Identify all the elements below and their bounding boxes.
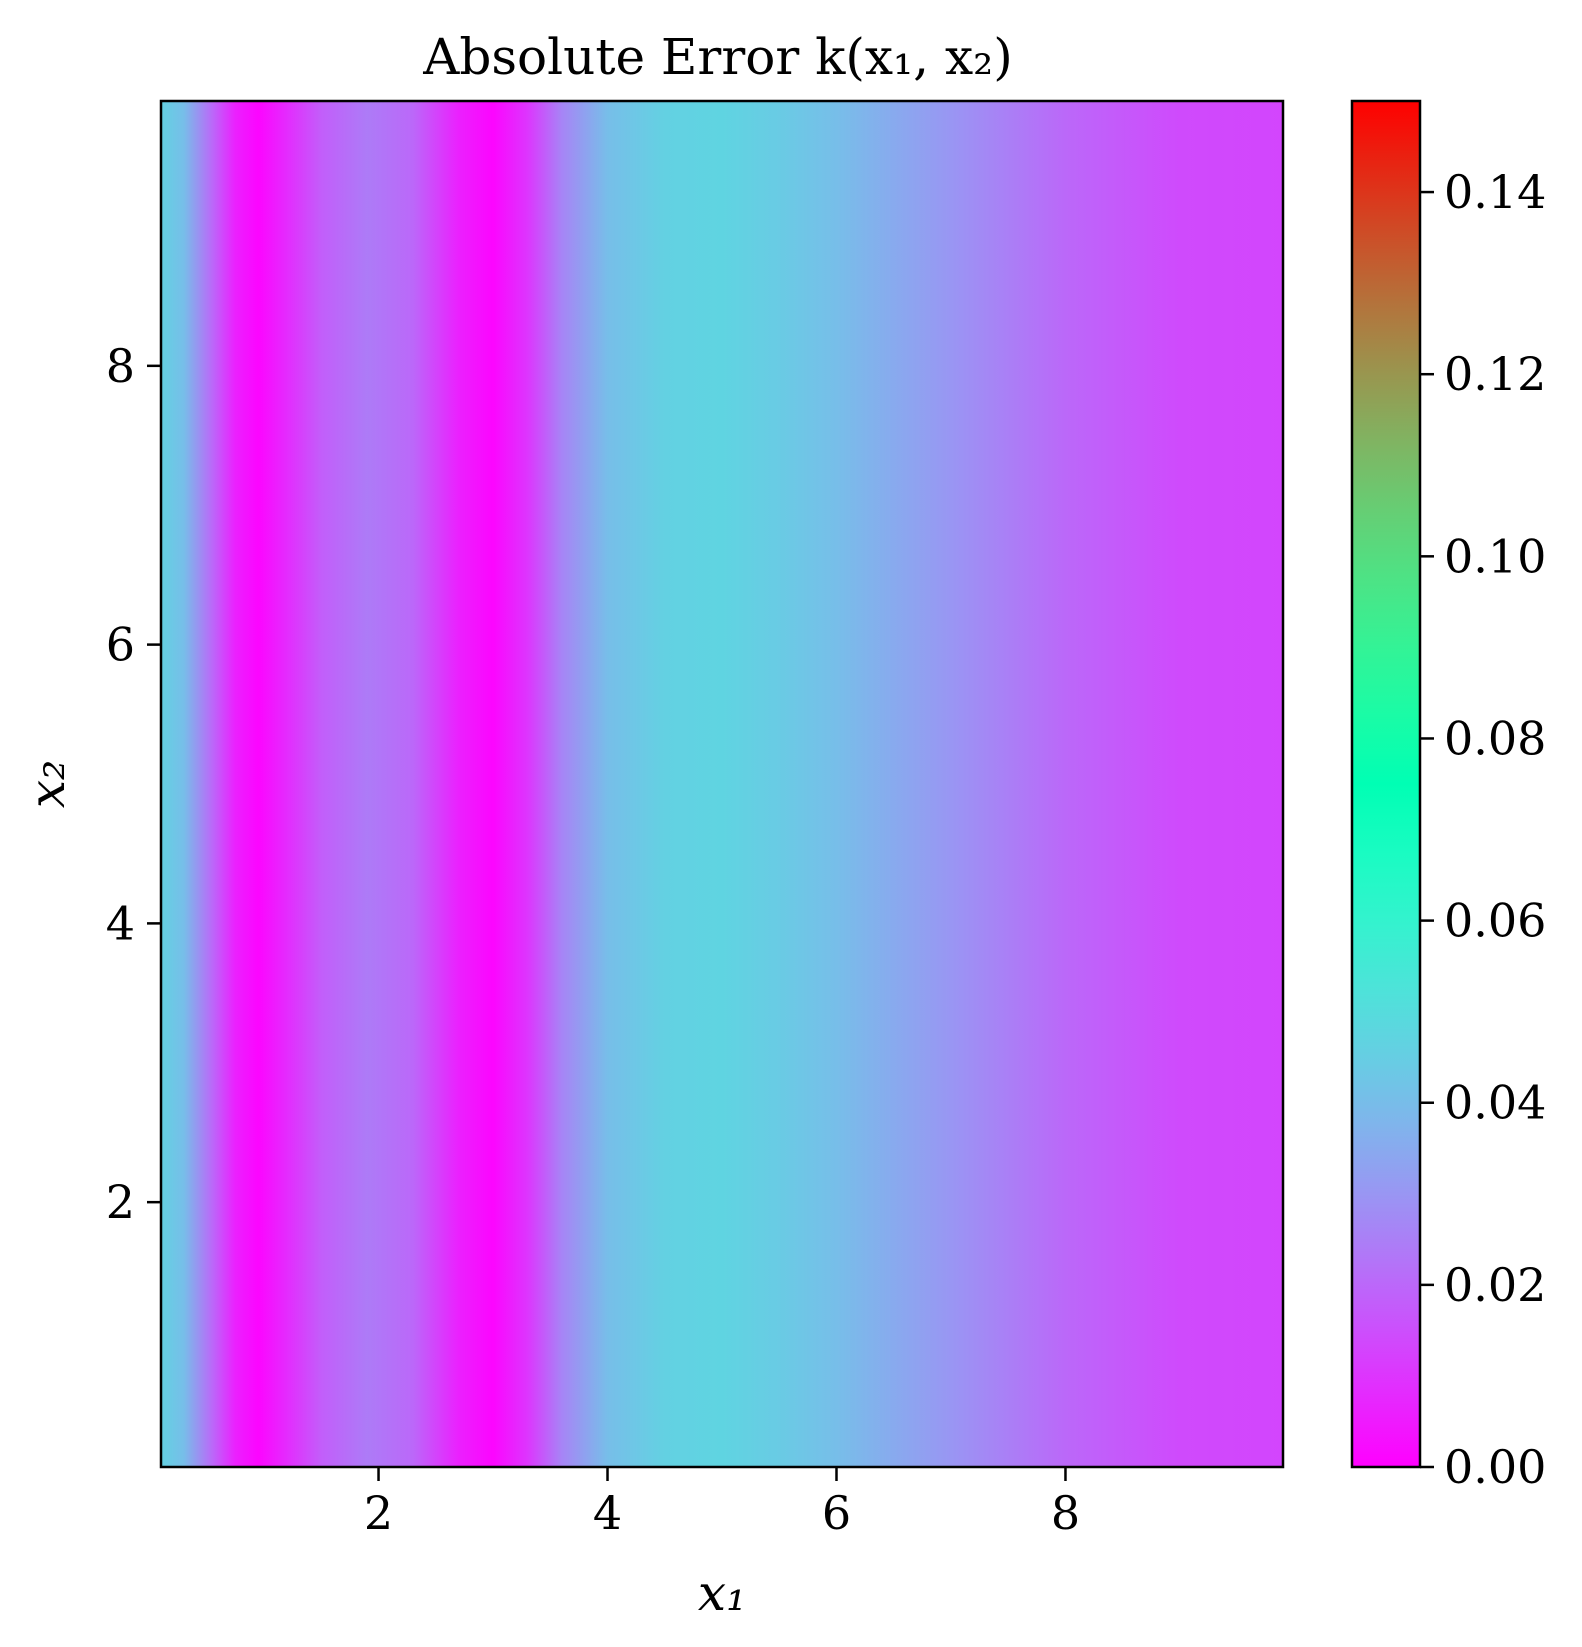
colorbar-tick-label: 0.02 [1444,1258,1546,1312]
heatmap-field [161,101,1283,1467]
colorbar-tick-label: 0.04 [1444,1076,1546,1130]
x-tick-label: 6 [822,1486,851,1540]
x-tick-label: 2 [364,1486,393,1540]
x-axis-label: x₁ [698,1564,746,1622]
y-tick-label: 8 [106,339,135,393]
colorbar-tick-label: 0.08 [1444,711,1546,765]
y-tick-label: 2 [106,1175,135,1229]
chart-title: Absolute Error k(x₁, x₂) [422,28,1012,86]
colorbar-tick-label: 0.14 [1444,165,1546,219]
colorbar-tick-label: 0.00 [1444,1440,1546,1494]
colorbar-ticks: 0.00 0.02 0.04 0.06 0.08 0.10 0.12 0.14 [1420,165,1546,1494]
x-tick-label: 4 [593,1486,622,1540]
x-tick-label: 8 [1051,1486,1080,1540]
colorbar-tick-label: 0.06 [1444,894,1546,948]
y-axis-ticks: 2 4 6 8 [106,339,161,1229]
colorbar [1350,99,1422,1469]
x-axis-ticks: 2 4 6 8 [364,1467,1080,1540]
plot-frame [159,99,1285,1469]
colorbar-tick-label: 0.12 [1444,347,1546,401]
y-axis-label: x₂ [18,760,76,808]
y-tick-label: 6 [106,618,135,672]
colorbar-tick-label: 0.10 [1444,529,1546,583]
y-tick-label: 4 [106,896,135,950]
